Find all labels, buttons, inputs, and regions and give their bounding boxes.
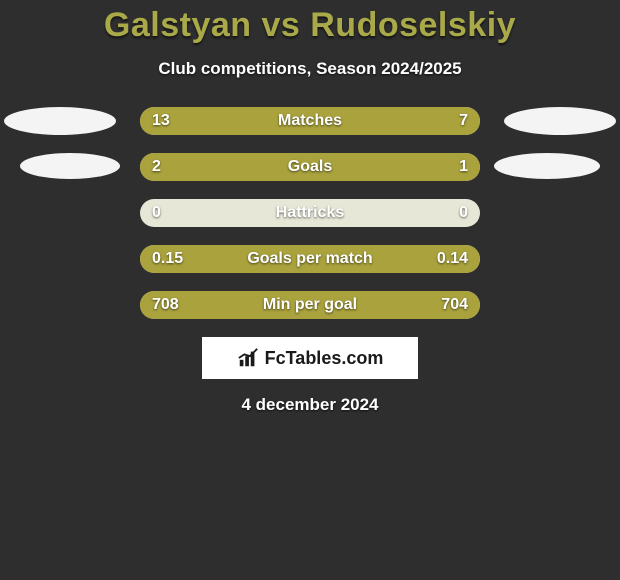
stat-row: 00Hattricks xyxy=(0,199,620,227)
logo-text: FcTables.com xyxy=(265,348,384,369)
stat-label: Goals xyxy=(140,153,480,181)
barchart-icon xyxy=(237,347,259,369)
stat-label: Hattricks xyxy=(140,199,480,227)
player-left-oval xyxy=(20,153,120,179)
generated-date: 4 december 2024 xyxy=(0,395,620,415)
subtitle: Club competitions, Season 2024/2025 xyxy=(0,59,620,79)
page-title: Galstyan vs Rudoselskiy xyxy=(0,0,620,45)
stat-row: 0.150.14Goals per match xyxy=(0,245,620,273)
stat-row: 708704Min per goal xyxy=(0,291,620,319)
stat-label: Goals per match xyxy=(140,245,480,273)
player-right-oval xyxy=(494,153,600,179)
player-left-oval xyxy=(4,107,116,135)
stat-label: Matches xyxy=(140,107,480,135)
stat-label: Min per goal xyxy=(140,291,480,319)
comparison-chart: 137Matches 21Goals 00Hattricks 0.150.14Goal… xyxy=(0,107,620,319)
stat-row: 21Goals xyxy=(0,153,620,181)
stat-row: 137Matches xyxy=(0,107,620,135)
logo-badge: FcTables.com xyxy=(202,337,418,379)
player-right-oval xyxy=(504,107,616,135)
